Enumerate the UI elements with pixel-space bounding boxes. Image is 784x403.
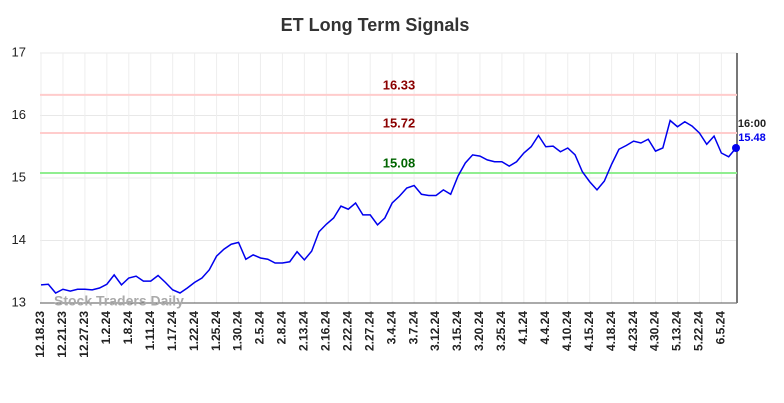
x-tick-label: 2.22.24 bbox=[340, 311, 354, 351]
x-tick-label: 2.27.24 bbox=[362, 311, 376, 351]
x-tick-label: 2.5.24 bbox=[253, 311, 267, 345]
y-tick-label: 15 bbox=[12, 169, 26, 184]
last-time: 16:00 bbox=[738, 118, 766, 130]
x-tick-label: 5.13.24 bbox=[670, 311, 684, 351]
signal-label: 15.08 bbox=[383, 155, 416, 170]
watermark: Stock Traders Daily bbox=[54, 293, 184, 309]
price-line bbox=[40, 119, 737, 294]
x-tick-label: 3.25.24 bbox=[494, 311, 508, 351]
signal-label: 15.72 bbox=[383, 115, 416, 130]
x-tick-label: 1.17.24 bbox=[165, 311, 179, 351]
x-tick-label: 4.15.24 bbox=[582, 311, 596, 351]
x-tick-label: 1.11.24 bbox=[143, 311, 157, 351]
y-tick-label: 14 bbox=[12, 232, 26, 247]
x-tick-label: 1.30.24 bbox=[231, 311, 245, 351]
x-tick-label: 4.10.24 bbox=[560, 311, 574, 351]
y-tick-label: 16 bbox=[12, 107, 26, 122]
x-tick-label: 6.5.24 bbox=[714, 311, 728, 345]
y-tick-label: 13 bbox=[12, 294, 26, 309]
x-tick-label: 2.16.24 bbox=[318, 311, 332, 351]
x-tick-label: 3.15.24 bbox=[450, 311, 464, 351]
x-tick-label: 2.8.24 bbox=[275, 311, 289, 345]
x-tick-label: 1.22.24 bbox=[187, 311, 201, 351]
x-tick-label: 3.4.24 bbox=[384, 311, 398, 345]
x-tick-label: 4.4.24 bbox=[538, 311, 552, 345]
x-tick-label: 1.8.24 bbox=[121, 311, 135, 345]
x-tick-label: 12.21.23 bbox=[55, 311, 69, 358]
x-tick-label: 3.7.24 bbox=[406, 311, 420, 345]
x-tick-label: 1.2.24 bbox=[99, 311, 113, 345]
x-tick-label: 12.18.23 bbox=[33, 311, 47, 358]
x-tick-label: 4.1.24 bbox=[516, 311, 530, 345]
x-tick-label: 5.22.24 bbox=[692, 311, 706, 351]
signal-label: 16.33 bbox=[383, 77, 416, 92]
x-tick-label: 12.27.23 bbox=[77, 311, 91, 358]
last-point bbox=[732, 144, 740, 152]
x-tick-label: 4.18.24 bbox=[604, 311, 618, 351]
last-value: 15.48 bbox=[738, 132, 766, 144]
chart-title: ET Long Term Signals bbox=[281, 15, 470, 35]
x-tick-label: 4.30.24 bbox=[648, 311, 662, 351]
y-tick-label: 17 bbox=[12, 44, 26, 59]
x-tick-label: 3.20.24 bbox=[472, 311, 486, 351]
x-tick-label: 1.25.24 bbox=[209, 311, 223, 351]
x-tick-label: 3.12.24 bbox=[428, 311, 442, 351]
x-tick-label: 4.23.24 bbox=[626, 311, 640, 351]
x-tick-label: 2.13.24 bbox=[297, 311, 311, 351]
